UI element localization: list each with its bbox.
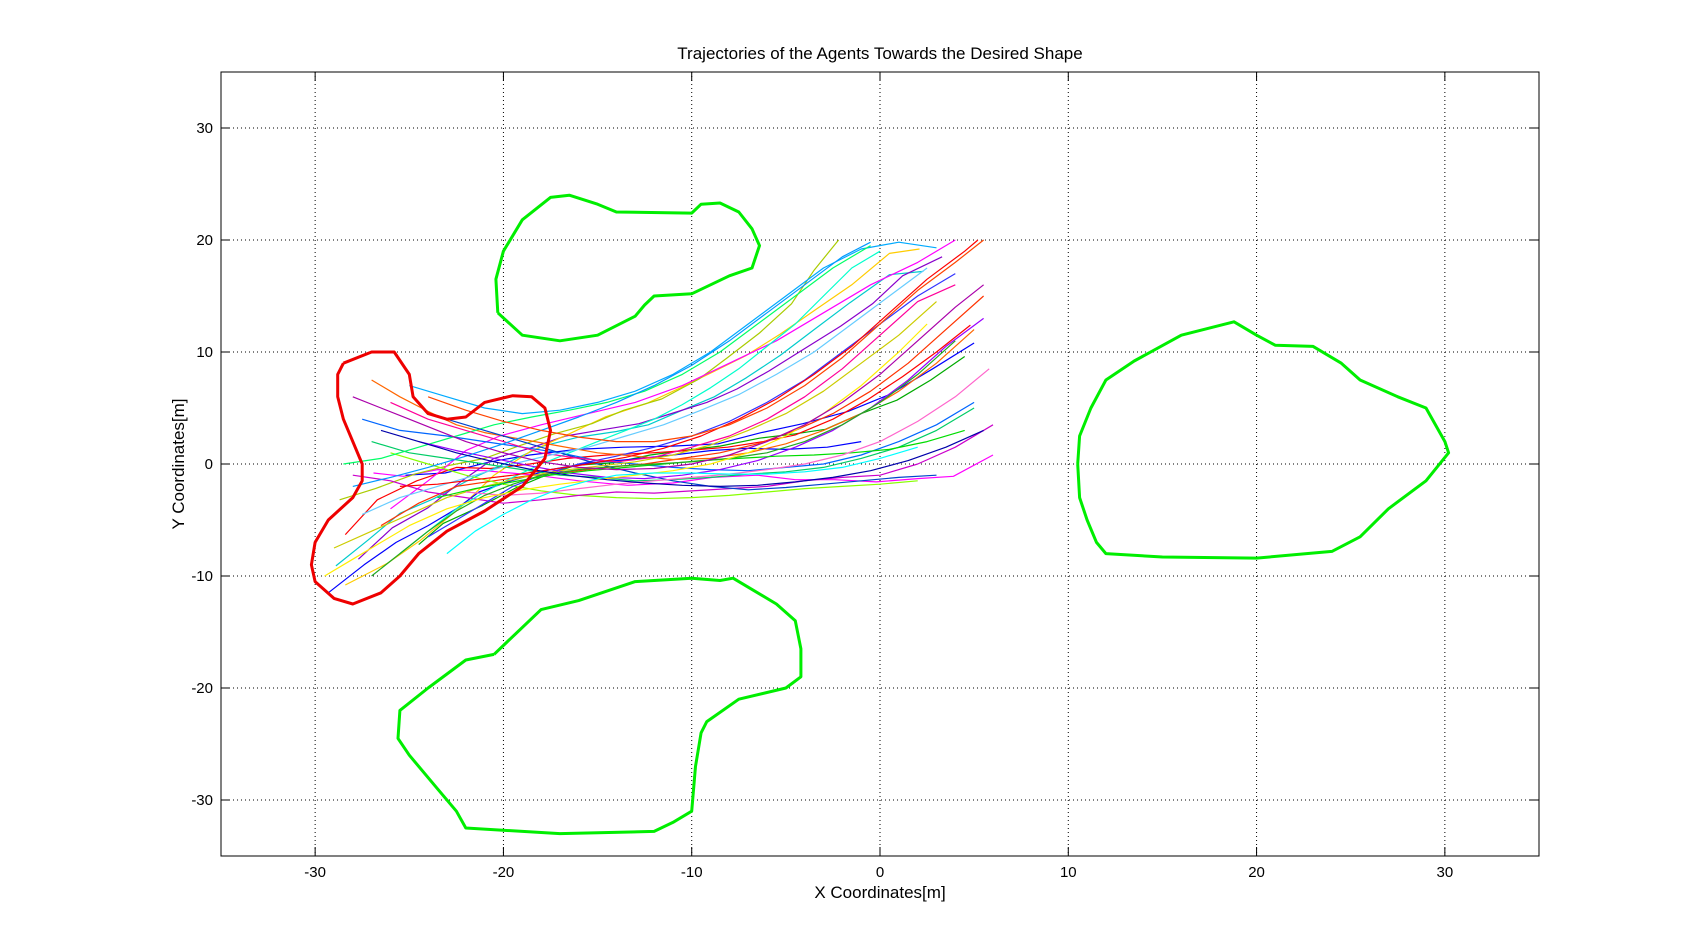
chart-title: Trajectories of the Agents Towards the D… xyxy=(677,44,1082,63)
y-tick-label: 10 xyxy=(196,344,213,361)
trajectory-line xyxy=(361,267,928,515)
x-tick-label: 10 xyxy=(1060,864,1077,881)
y-axis-label: Y Coordinates[m] xyxy=(169,398,188,529)
desired-shape xyxy=(309,350,552,606)
trajectory-line xyxy=(446,446,918,555)
agent-trajectories xyxy=(324,239,994,594)
y-tick-label: -30 xyxy=(191,792,213,809)
trajectory-line xyxy=(427,239,984,443)
trajectory-line xyxy=(344,324,971,536)
y-tick-label: 0 xyxy=(205,456,213,473)
trajectory-line xyxy=(390,284,956,463)
trajectory-line xyxy=(405,342,975,476)
y-tick-label: -20 xyxy=(191,680,213,697)
y-tick-label: -10 xyxy=(191,568,213,585)
trajectory-line xyxy=(373,454,994,486)
trajectory-line xyxy=(390,452,918,500)
trajectory-line xyxy=(333,301,937,549)
trajectory-line xyxy=(352,424,994,504)
obstacle-outline xyxy=(494,193,761,343)
trajectory-line xyxy=(343,245,871,465)
x-tick-label: -30 xyxy=(304,864,326,881)
trajectory-line xyxy=(339,239,840,501)
x-tick-label: -10 xyxy=(681,864,703,881)
obstacle-outline xyxy=(1076,320,1451,560)
x-tick-label: 30 xyxy=(1437,864,1454,881)
trajectory-line xyxy=(380,429,984,487)
trajectory-line xyxy=(418,317,984,480)
trajectory-line xyxy=(380,295,984,527)
obstacle-outline xyxy=(396,576,803,836)
trajectory-line xyxy=(324,323,928,577)
trajectory-line xyxy=(352,241,871,487)
trajectory-line xyxy=(390,239,956,510)
trajectory-line xyxy=(371,340,956,577)
x-axis-label: X Coordinates[m] xyxy=(814,883,945,902)
x-tick-label: 0 xyxy=(876,864,884,881)
desired-shape-outline xyxy=(309,350,552,606)
trajectory-line xyxy=(399,239,979,487)
x-tick-label: -20 xyxy=(493,864,515,881)
y-tick-label: 30 xyxy=(196,120,213,137)
x-tick-label: 20 xyxy=(1248,864,1265,881)
trajectory-line xyxy=(409,241,937,415)
y-tick-label: 20 xyxy=(196,232,213,249)
obstacle-shapes xyxy=(396,193,1451,836)
trajectory-line xyxy=(399,250,881,555)
axis-ticks: -30 -20 -10 0 10 20 30 -30 -20 -10 0 10 20 30 xyxy=(191,72,1539,881)
trajectory-line xyxy=(352,284,984,471)
trajectory-line xyxy=(446,418,937,491)
